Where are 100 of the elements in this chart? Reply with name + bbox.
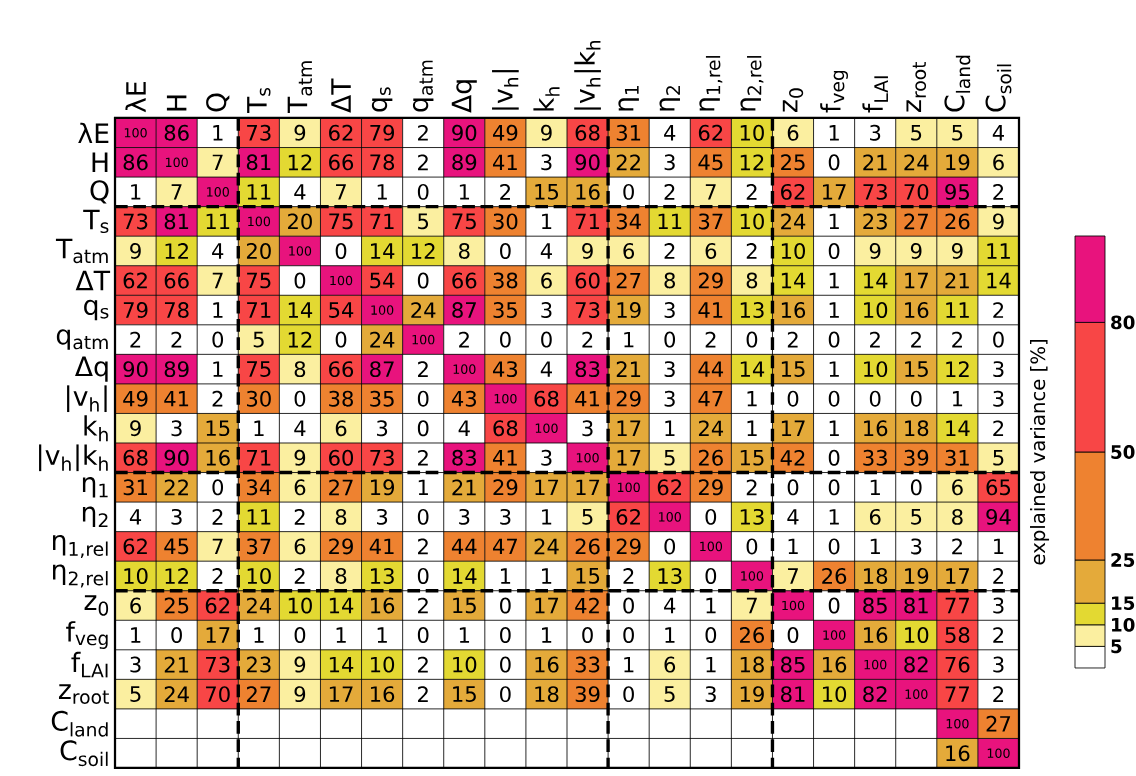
data-label: 6 <box>130 597 141 614</box>
data-label: 62 <box>329 124 353 141</box>
data-label: 1 <box>542 213 552 230</box>
data-label: 4 <box>129 509 142 525</box>
data-label: 0 <box>212 479 224 496</box>
data-label: 2 <box>418 597 428 614</box>
y-tick-label: T$_{s}$ <box>83 209 109 234</box>
data-label: 0 <box>705 627 717 644</box>
data-label: 3 <box>993 656 1004 673</box>
data-label: 2 <box>171 331 182 348</box>
data-label: 47 <box>492 538 517 555</box>
data-label: 24 <box>904 154 929 171</box>
data-label: 2 <box>746 184 757 200</box>
data-label: 78 <box>164 302 189 319</box>
data-label: 7 <box>705 184 716 200</box>
data-label: 31 <box>616 124 641 141</box>
data-label: 100 <box>700 541 723 552</box>
x-tick-label: ΔT <box>331 78 351 113</box>
data-label: 16 <box>946 745 970 762</box>
data-label: 14 <box>370 243 395 259</box>
data-label: 3 <box>541 302 552 319</box>
data-label: 11 <box>206 213 230 230</box>
data-label: 14 <box>781 272 806 289</box>
data-label: 16 <box>206 449 230 466</box>
data-label: 6 <box>335 420 347 437</box>
data-label: 26 <box>575 538 600 555</box>
data-label: 100 <box>823 630 846 640</box>
data-label: 17 <box>535 479 559 495</box>
data-label: 62 <box>698 124 723 141</box>
data-label: 17 <box>206 627 230 643</box>
data-label: 22 <box>164 479 188 496</box>
data-label: 17 <box>822 184 846 200</box>
data-label: 89 <box>164 361 189 378</box>
data-label: 11 <box>946 302 969 318</box>
data-label: 37 <box>699 213 723 230</box>
data-label: 18 <box>864 567 888 584</box>
data-label: 21 <box>616 361 641 377</box>
x-tick-label: Q <box>206 93 230 112</box>
data-label: 0 <box>417 272 429 289</box>
y-tick-label: η$_{1}$ <box>82 477 108 498</box>
data-label: 25 <box>164 597 189 614</box>
data-label: 15 <box>576 568 600 584</box>
data-label: 10 <box>822 686 847 703</box>
data-label: 5 <box>664 449 675 466</box>
data-label: 0 <box>664 538 676 555</box>
data-label: 18 <box>905 420 929 437</box>
data-label: 49 <box>123 390 148 407</box>
data-label: 2 <box>993 568 1004 584</box>
data-label: 100 <box>412 334 435 345</box>
data-label: 43 <box>451 390 476 407</box>
data-label: 16 <box>576 183 600 200</box>
data-label: 0 <box>910 479 922 496</box>
data-label: 9 <box>130 242 141 259</box>
data-label: 20 <box>246 242 271 259</box>
data-label: 0 <box>787 390 799 407</box>
data-label: 45 <box>164 538 189 555</box>
data-label: 1 <box>131 627 141 643</box>
data-label: 39 <box>575 686 600 703</box>
data-label: 26 <box>822 567 847 584</box>
data-label: 14 <box>740 361 765 377</box>
data-label: 0 <box>417 420 429 437</box>
data-label: 100 <box>289 246 312 256</box>
data-label: 2 <box>664 243 675 259</box>
data-label: 100 <box>330 275 353 286</box>
data-label: 25 <box>781 154 805 171</box>
data-label: 100 <box>453 364 476 374</box>
data-label: 35 <box>370 390 394 407</box>
data-label: 2 <box>500 184 510 200</box>
y-tick-label: η$_{2,rel}$ <box>53 564 108 588</box>
data-label: 12 <box>946 361 969 377</box>
data-label: 17 <box>905 272 928 289</box>
data-label: 5 <box>993 449 1004 466</box>
data-label: 2 <box>212 390 223 407</box>
data-label: 1 <box>994 538 1004 555</box>
data-label: 16 <box>864 420 888 437</box>
data-label: 27 <box>329 479 353 496</box>
data-label: 62 <box>781 183 805 200</box>
data-label: 33 <box>575 656 600 673</box>
data-label: 79 <box>123 302 148 319</box>
data-label: 85 <box>781 656 805 673</box>
data-label: 3 <box>377 420 388 437</box>
data-label: 47 <box>698 391 723 407</box>
data-label: 0 <box>828 538 840 555</box>
data-label: 90 <box>452 124 477 141</box>
data-label: 27 <box>616 272 641 289</box>
data-label: 70 <box>904 183 929 200</box>
data-label: 2 <box>418 538 428 555</box>
data-label: 1 <box>747 391 757 407</box>
data-label: 0 <box>417 390 429 407</box>
data-label: 12 <box>165 568 188 584</box>
data-label: 17 <box>535 597 559 614</box>
data-label: 73 <box>863 183 887 200</box>
data-label: 3 <box>541 449 552 466</box>
data-label: 15 <box>740 449 764 466</box>
data-label: 71 <box>575 213 600 230</box>
data-label: 0 <box>787 479 799 496</box>
data-label: 16 <box>370 686 395 703</box>
y-tick-label: H <box>92 152 108 173</box>
data-label: 15 <box>905 361 928 377</box>
data-label: 1 <box>952 391 963 407</box>
